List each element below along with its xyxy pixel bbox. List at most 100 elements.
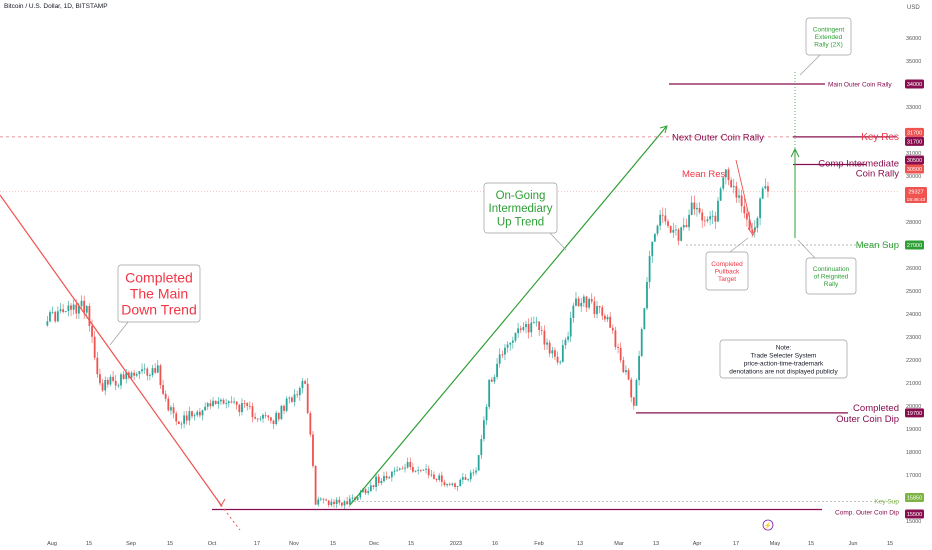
candle [88, 303, 91, 332]
candle-body [398, 468, 401, 470]
y-tick-label: 33000 [906, 105, 921, 111]
candle-body [490, 379, 493, 382]
candle [277, 412, 280, 422]
candle-body [156, 365, 159, 373]
candle [309, 411, 312, 437]
candle [156, 360, 159, 374]
down-trend-pointer [109, 321, 129, 346]
candle [393, 467, 396, 476]
candle [456, 485, 459, 492]
candle [138, 370, 141, 379]
price-tag-key-res-text: 31700 [907, 131, 922, 137]
candle-body [188, 411, 191, 421]
candle-body [767, 186, 769, 192]
candle-body [609, 316, 612, 328]
candle-body [67, 305, 70, 312]
price-tag-mean-sup: 27000 [905, 240, 924, 250]
candle [435, 478, 438, 483]
candle [319, 497, 322, 502]
candle [49, 309, 51, 323]
candle-body [170, 407, 172, 411]
candle-body [401, 468, 404, 470]
candle-body [693, 202, 696, 210]
candle-body [567, 336, 569, 340]
price-tag-comp-intermediate-bg [905, 155, 924, 165]
candle [688, 209, 690, 232]
candle-body [580, 302, 583, 307]
candle [283, 404, 285, 414]
y-tick-label: 23000 [906, 335, 921, 341]
reignited-callout-text: Rally [824, 281, 839, 288]
price-tag-mean-sup-text: 27000 [907, 243, 922, 249]
price-tag-mean-res-text: 30500 [907, 167, 922, 173]
candle-body [464, 477, 467, 480]
candle-body [619, 347, 622, 361]
candle-body [227, 401, 230, 404]
candle [280, 404, 283, 420]
note-callout: Note:Trade Selecter Systemprice-action-t… [719, 339, 848, 379]
candle-body [735, 186, 738, 198]
candle-body [427, 468, 430, 476]
candle-body [698, 207, 701, 213]
candle [635, 378, 638, 407]
candle-body [251, 406, 254, 418]
candle [459, 478, 462, 487]
y-tick-label: 36000 [906, 36, 921, 42]
y-tick-label: 20000 [906, 404, 921, 410]
candle [596, 300, 598, 319]
mean-res-label: Mean Res [682, 169, 726, 180]
x-tick-label: Aug [47, 541, 57, 547]
note-callout-text: price-action-time-trademark [744, 360, 824, 367]
candle [530, 317, 533, 338]
down-trend-extension [220, 504, 241, 531]
candle-body [393, 470, 396, 472]
candle [67, 300, 70, 317]
y-tick-label: 22000 [906, 358, 921, 364]
candle [222, 398, 225, 405]
candle [330, 498, 333, 507]
candle-body [309, 413, 312, 435]
candle [632, 396, 635, 410]
x-tick-label: Sep [126, 541, 136, 547]
candle-body [588, 299, 591, 308]
candle-body [443, 482, 446, 486]
candle [120, 372, 122, 390]
candle [685, 218, 688, 228]
candle [761, 186, 764, 200]
candle-body [564, 339, 567, 346]
candle [501, 350, 504, 358]
price-tag-comp-outer-dip-bg [905, 509, 924, 519]
candle-body [275, 412, 278, 424]
candle-body [598, 306, 601, 308]
y-tick-label: 21000 [906, 381, 921, 387]
candle [220, 398, 222, 405]
candle-body [688, 214, 690, 228]
candle [696, 203, 698, 217]
candle [627, 367, 630, 381]
candle-body [730, 180, 733, 188]
candle-body [346, 501, 349, 505]
candle-body [412, 467, 414, 472]
candle-body [209, 403, 212, 407]
candle [561, 339, 564, 363]
currency-label: USD [907, 5, 920, 11]
candle-body [467, 479, 470, 481]
candle-body [764, 186, 767, 189]
candle [680, 226, 683, 242]
candle [251, 402, 254, 423]
candle [188, 406, 191, 426]
candle [559, 360, 562, 365]
candle-body [430, 474, 433, 476]
candle-body [719, 188, 722, 201]
candle [601, 305, 604, 321]
candle [454, 482, 456, 490]
reignited-callout-box [805, 257, 857, 295]
candle-body [164, 393, 167, 399]
candle [154, 363, 157, 374]
candle-body [233, 401, 235, 403]
candle [333, 499, 335, 508]
candle-body [383, 475, 385, 482]
candle [59, 303, 62, 314]
candle [369, 481, 372, 492]
